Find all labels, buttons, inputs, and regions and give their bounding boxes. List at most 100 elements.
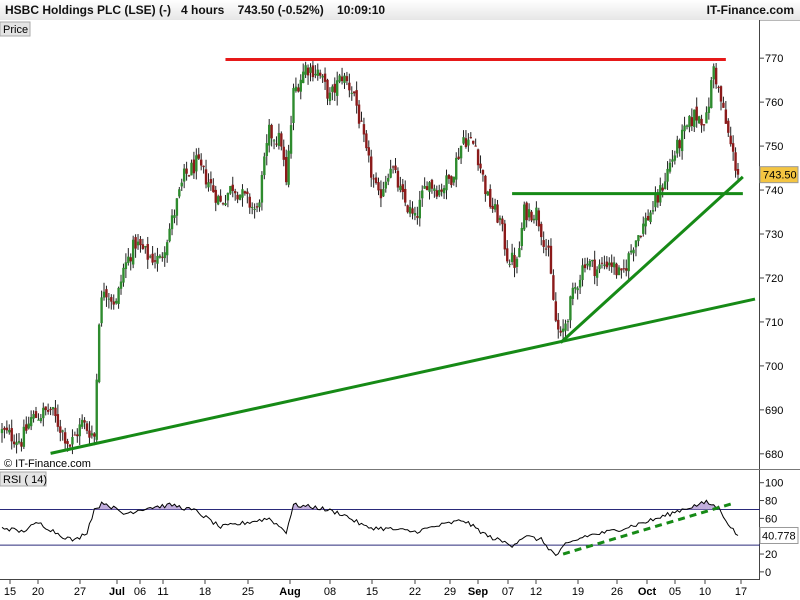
last-price-label: 743.50 [763,170,797,182]
price-panel [0,20,760,470]
candle-body [153,260,157,262]
candle-body [683,125,686,132]
candle-body [445,175,448,191]
candle-body [474,145,477,147]
rsi-trendline [562,502,732,556]
x-tick-label: 17 [735,586,747,598]
candle-body [197,154,200,159]
candle-body [714,67,718,85]
candle-body [199,159,203,166]
candle-body [168,228,171,242]
candle-body [401,184,404,193]
candle-body [250,206,254,208]
candle-body [644,217,647,227]
rsi-overbought-fill [708,504,712,510]
candle-body [299,79,302,92]
candle-body [175,198,179,216]
candle-body [731,143,735,152]
candle-body [148,256,152,258]
candle-body [413,213,417,216]
candle-body [457,156,460,159]
rsi-tick-label: 80 [765,496,777,508]
candle-body [673,155,677,161]
candle-body [8,429,11,433]
candle-body [484,175,487,195]
candle-body [141,244,145,249]
candle-body [287,150,290,185]
candle-body [190,162,193,176]
candle-body [581,265,584,281]
candle-body [32,414,35,419]
candle-body [139,239,142,246]
candle-body [455,157,458,180]
candle-body [566,321,570,323]
candle-body [297,87,300,92]
candle-body [435,190,438,197]
candle-body [481,170,485,175]
candle-body [697,116,701,124]
x-tick-label: Sep [468,586,488,598]
candle-body [248,196,251,208]
candle-body [319,72,322,76]
x-tick-label: 15 [4,586,16,598]
candle-body [161,256,164,258]
price-tick-label: 760 [765,97,783,109]
candle-body [491,205,494,209]
candle-body [345,76,349,82]
candle-body [292,88,295,124]
candle-body [387,177,390,182]
candle-body [73,434,77,436]
price-y-ticks: 680 690 700 710 720 730 740 750 760 770 [759,53,783,461]
x-tick-label: 18 [199,586,211,598]
candle-body [382,189,385,197]
candle-body [110,297,113,302]
candle-body [275,143,278,145]
candle-body [360,120,363,122]
candle-body [90,433,94,436]
candle-body [333,83,336,93]
candle-body [571,287,575,299]
candle-body [221,203,225,205]
candle-body [338,75,341,82]
candle-body [117,287,120,305]
candle-body [5,427,9,431]
candle-body [591,259,594,262]
x-tick-label: 29 [444,586,456,598]
candle-body [629,250,633,253]
candle-body [44,406,47,411]
candle-body [331,86,334,92]
candle-body [212,185,215,193]
candle-body [722,102,725,108]
candle-body [173,215,176,218]
candle-body [267,124,271,146]
price-tick-label: 710 [765,317,783,329]
candle-body [367,147,370,156]
candle-body [122,267,125,283]
candle-body [316,69,319,76]
candle-body [216,196,220,205]
x-tick-label: 07 [502,586,514,598]
candle-body [46,409,50,412]
candle-body [459,145,463,159]
candle-body [467,139,470,146]
candle-body [710,80,713,109]
rsi-line [1,499,739,557]
candle-body [724,109,728,124]
chart-title: HSBC Holdings PLC (LSE) (-) 4 hours 743.… [5,3,386,17]
candle-body [372,178,375,180]
candle-body [690,117,694,126]
candle-body [83,420,86,423]
candle-body [180,182,183,187]
candle-body [238,194,242,200]
candle-body [693,109,696,127]
candle-body [277,132,281,146]
candle-body [396,170,400,188]
candle-body [552,275,555,300]
candle-body [547,245,550,248]
candle-body [350,92,353,94]
candle-body [124,262,128,270]
candle-body [702,124,706,126]
candle-body [309,67,312,73]
candle-body [605,261,609,268]
candle-body [20,442,23,447]
